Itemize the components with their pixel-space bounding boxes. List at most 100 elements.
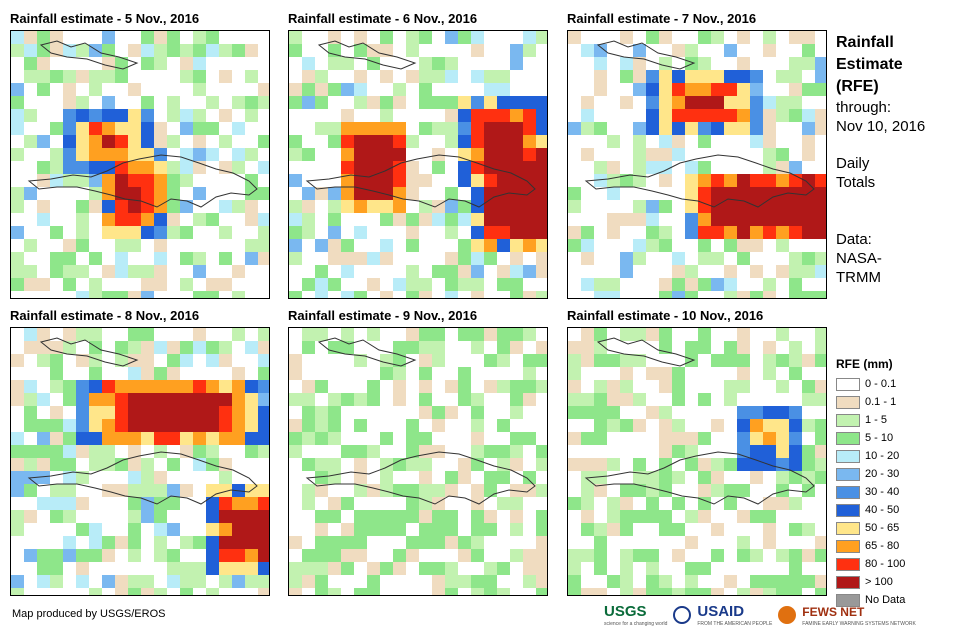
rainfall-cell — [367, 96, 380, 109]
rainfall-cell — [432, 122, 445, 135]
rainfall-cell — [128, 510, 141, 523]
rainfall-cell — [258, 367, 269, 380]
rainfall-cell — [141, 406, 154, 419]
rainfall-cell — [724, 341, 737, 354]
rainfall-cell — [789, 57, 802, 70]
rainfall-cell — [471, 174, 484, 187]
rainfall-cell — [471, 96, 484, 109]
rainfall-cell — [406, 213, 419, 226]
rainfall-cell — [594, 419, 607, 432]
rainfall-cell — [802, 575, 815, 588]
rainfall-cell — [128, 135, 141, 148]
rainfall-cell — [510, 341, 523, 354]
rainfall-cell — [154, 588, 167, 595]
rainfall-cell — [128, 575, 141, 588]
rainfall-cell — [89, 549, 102, 562]
rainfall-cell — [536, 31, 547, 44]
rainfall-cell — [206, 445, 219, 458]
rainfall-cell — [154, 393, 167, 406]
legend-swatch — [836, 575, 860, 589]
rainfall-cell — [24, 70, 37, 83]
rainfall-cell — [581, 393, 594, 406]
rainfall-cell — [711, 354, 724, 367]
rainfall-cell — [141, 57, 154, 70]
rainfall-cell — [672, 135, 685, 148]
rainfall-cell — [245, 497, 258, 510]
rainfall-cell — [536, 161, 547, 174]
rainfall-cell — [711, 588, 724, 595]
rainfall-cell — [180, 226, 193, 239]
rainfall-cell — [523, 239, 536, 252]
rainfall-cell — [581, 484, 594, 497]
rainfall-cell — [568, 341, 581, 354]
rainfall-cell — [484, 523, 497, 536]
rainfall-cell — [523, 96, 536, 109]
rainfall-cell — [76, 135, 89, 148]
rainfall-cell — [245, 148, 258, 161]
data-source-label: TRMM — [836, 269, 881, 286]
rainfall-cell — [737, 252, 750, 265]
rainfall-cell — [115, 406, 128, 419]
rainfall-cell — [750, 174, 763, 187]
rainfall-cell — [659, 484, 672, 497]
rainfall-cell — [206, 419, 219, 432]
rainfall-cell — [724, 575, 737, 588]
rainfall-cell — [393, 510, 406, 523]
rainfall-cell — [380, 96, 393, 109]
rainfall-cell — [37, 135, 50, 148]
rainfall-cell — [802, 252, 815, 265]
rainfall-cell — [633, 135, 646, 148]
rainfall-cell — [63, 536, 76, 549]
rainfall-cell — [685, 445, 698, 458]
rainfall-cell — [245, 523, 258, 536]
legend-label: 0 - 0.1 — [865, 378, 897, 390]
rainfall-cell — [607, 135, 620, 148]
rainfall-cell — [367, 484, 380, 497]
rainfall-cell — [607, 380, 620, 393]
rainfall-cell — [76, 291, 89, 298]
rainfall-cell — [50, 252, 63, 265]
rainfall-cell — [789, 109, 802, 122]
rainfall-cell — [76, 471, 89, 484]
rainfall-cell — [180, 432, 193, 445]
rainfall-cell — [341, 200, 354, 213]
rainfall-cell — [341, 562, 354, 575]
usgs-logo-text: USGS — [604, 603, 647, 620]
usaid-logo: USAID FROM THE AMERICAN PEOPLE — [697, 603, 772, 627]
rainfall-cell — [698, 187, 711, 200]
rainfall-cell — [471, 523, 484, 536]
rainfall-cell — [497, 239, 510, 252]
cuba-outline — [596, 337, 696, 367]
rainfall-cell — [50, 367, 63, 380]
rainfall-cell — [802, 445, 815, 458]
rainfall-cell — [523, 575, 536, 588]
rainfall-cell — [24, 328, 37, 341]
rainfall-cell — [432, 213, 445, 226]
rainfall-cell — [193, 419, 206, 432]
rainfall-cell — [432, 96, 445, 109]
rainfall-cell — [367, 122, 380, 135]
rainfall-cell — [568, 393, 581, 406]
rainfall-cell — [419, 57, 432, 70]
rainfall-cell — [432, 70, 445, 83]
rainfall-cell — [789, 575, 802, 588]
rainfall-cell — [659, 291, 672, 298]
rainfall-cell — [50, 226, 63, 239]
rainfall-cell — [141, 96, 154, 109]
rainfall-cell — [328, 200, 341, 213]
rainfall-cell — [128, 406, 141, 419]
rainfall-cell — [750, 510, 763, 523]
rainfall-cell — [607, 161, 620, 174]
rainfall-cell — [232, 291, 245, 298]
rainfall-cell — [167, 109, 180, 122]
rainfall-cell — [685, 83, 698, 96]
rainfall-cell — [180, 562, 193, 575]
rainfall-cell — [393, 148, 406, 161]
legend-swatch — [836, 449, 860, 463]
rainfall-cell — [523, 174, 536, 187]
rainfall-cell — [445, 252, 458, 265]
rainfall-cell — [89, 406, 102, 419]
rainfall-cell — [815, 213, 826, 226]
rainfall-cell — [89, 252, 102, 265]
rainfall-cell — [646, 31, 659, 44]
